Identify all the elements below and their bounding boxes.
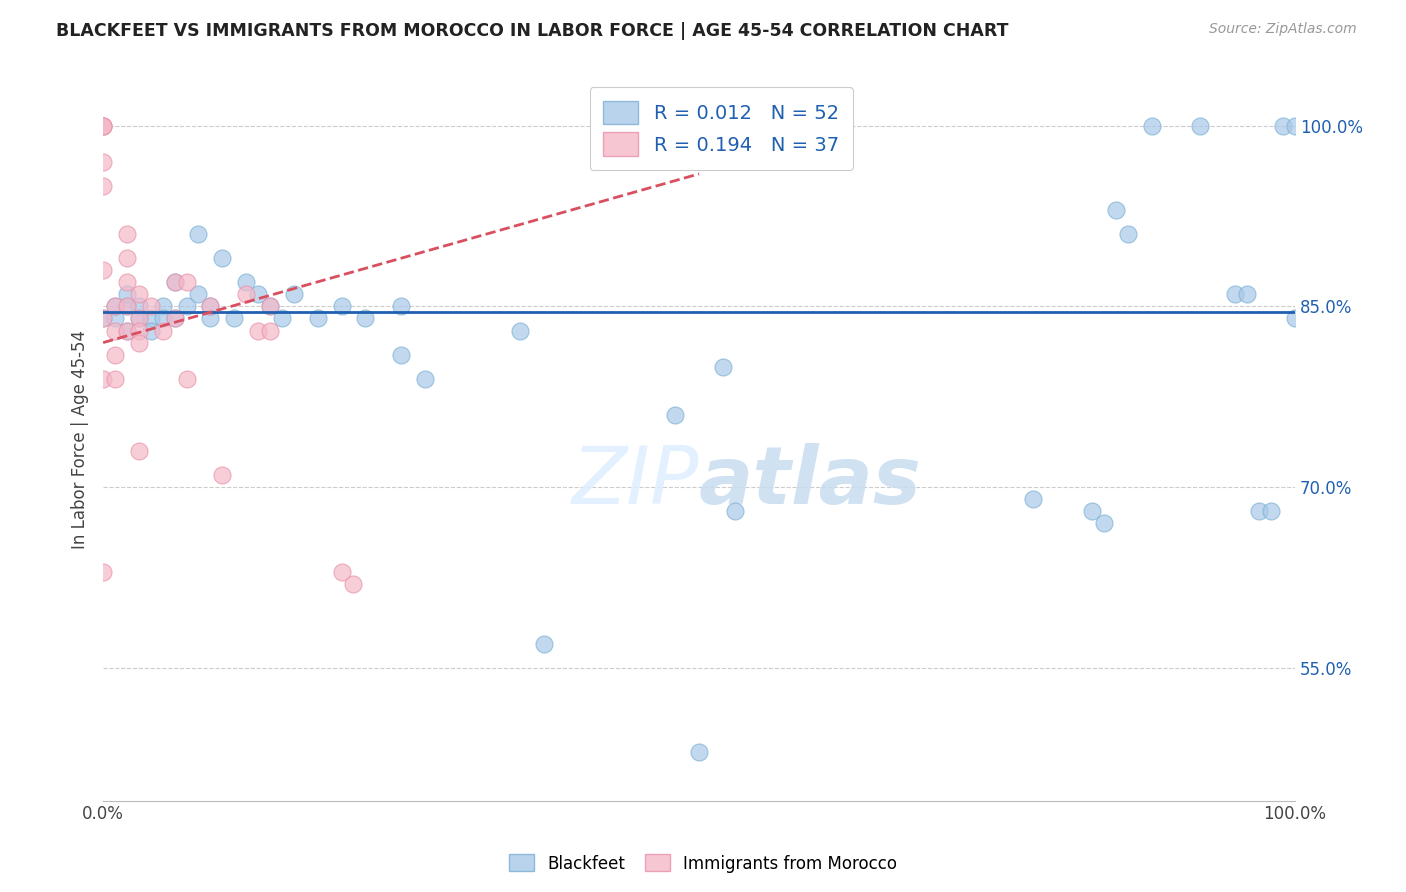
Point (259, 324, 281, 338)
Point (1284, 119, 1306, 133)
Point (176, 372, 198, 386)
Point (128, 324, 150, 338)
Point (128, 287, 150, 301)
Text: ZIP: ZIP (572, 443, 699, 522)
Point (1236, 287, 1258, 301)
Point (91, 565, 114, 579)
Point (104, 372, 127, 386)
Point (91, 372, 114, 386)
Point (139, 324, 162, 338)
Y-axis label: In Labor Force | Age 45-54: In Labor Force | Age 45-54 (72, 329, 89, 549)
Point (91, 311, 114, 326)
Point (104, 300, 127, 314)
Point (247, 287, 270, 301)
Point (187, 227, 209, 241)
Point (91, 154, 114, 169)
Point (91, 119, 114, 133)
Point (283, 287, 305, 301)
Legend: Blackfeet, Immigrants from Morocco: Blackfeet, Immigrants from Morocco (502, 847, 904, 880)
Point (115, 324, 138, 338)
Point (224, 311, 246, 326)
Point (271, 311, 294, 326)
Point (187, 287, 209, 301)
Point (247, 324, 270, 338)
Point (342, 576, 364, 591)
Point (91, 119, 114, 133)
Point (115, 227, 138, 241)
Point (664, 408, 686, 422)
Point (1022, 492, 1045, 507)
Point (688, 746, 710, 760)
Point (1116, 227, 1139, 241)
Point (91, 119, 114, 133)
Point (139, 300, 162, 314)
Point (152, 311, 174, 326)
Point (163, 311, 186, 326)
Point (259, 300, 281, 314)
Point (200, 300, 222, 314)
Point (115, 276, 138, 290)
Point (330, 565, 353, 579)
Point (235, 276, 257, 290)
Point (307, 311, 329, 326)
Point (115, 252, 138, 266)
Point (1260, 504, 1282, 518)
Point (1140, 119, 1163, 133)
Point (509, 324, 531, 338)
Point (115, 287, 138, 301)
Point (163, 311, 186, 326)
Point (91, 311, 114, 326)
Point (1225, 287, 1247, 301)
Point (91, 178, 114, 193)
Point (259, 300, 281, 314)
Point (330, 300, 353, 314)
Text: Source: ZipAtlas.com: Source: ZipAtlas.com (1209, 22, 1357, 37)
Point (176, 276, 198, 290)
Point (128, 311, 150, 326)
Point (128, 311, 150, 326)
Point (1105, 202, 1128, 217)
Point (128, 300, 150, 314)
Point (1092, 516, 1115, 531)
Point (235, 287, 257, 301)
Point (1188, 119, 1211, 133)
Point (389, 300, 412, 314)
Point (211, 252, 233, 266)
Point (104, 324, 127, 338)
Point (128, 444, 150, 458)
Point (115, 324, 138, 338)
Point (1272, 119, 1295, 133)
Text: atlas: atlas (699, 443, 922, 522)
Point (104, 348, 127, 362)
Point (1249, 504, 1271, 518)
Point (104, 311, 127, 326)
Point (115, 300, 138, 314)
Legend: R = 0.012   N = 52, R = 0.194   N = 37: R = 0.012 N = 52, R = 0.194 N = 37 (589, 87, 852, 169)
Point (200, 311, 222, 326)
Point (533, 637, 555, 651)
Point (413, 372, 436, 386)
Point (115, 300, 138, 314)
Point (354, 311, 377, 326)
Point (1284, 311, 1306, 326)
Point (711, 359, 734, 374)
Point (176, 300, 198, 314)
Point (211, 468, 233, 483)
Point (163, 276, 186, 290)
Point (200, 300, 222, 314)
Point (104, 300, 127, 314)
Text: BLACKFEET VS IMMIGRANTS FROM MOROCCO IN LABOR FORCE | AGE 45-54 CORRELATION CHAR: BLACKFEET VS IMMIGRANTS FROM MOROCCO IN … (56, 22, 1008, 40)
Point (139, 311, 162, 326)
Point (152, 300, 174, 314)
Point (163, 276, 186, 290)
Point (128, 335, 150, 350)
Point (152, 324, 174, 338)
Point (1081, 504, 1104, 518)
Point (389, 348, 412, 362)
Point (91, 263, 114, 277)
Point (724, 504, 747, 518)
